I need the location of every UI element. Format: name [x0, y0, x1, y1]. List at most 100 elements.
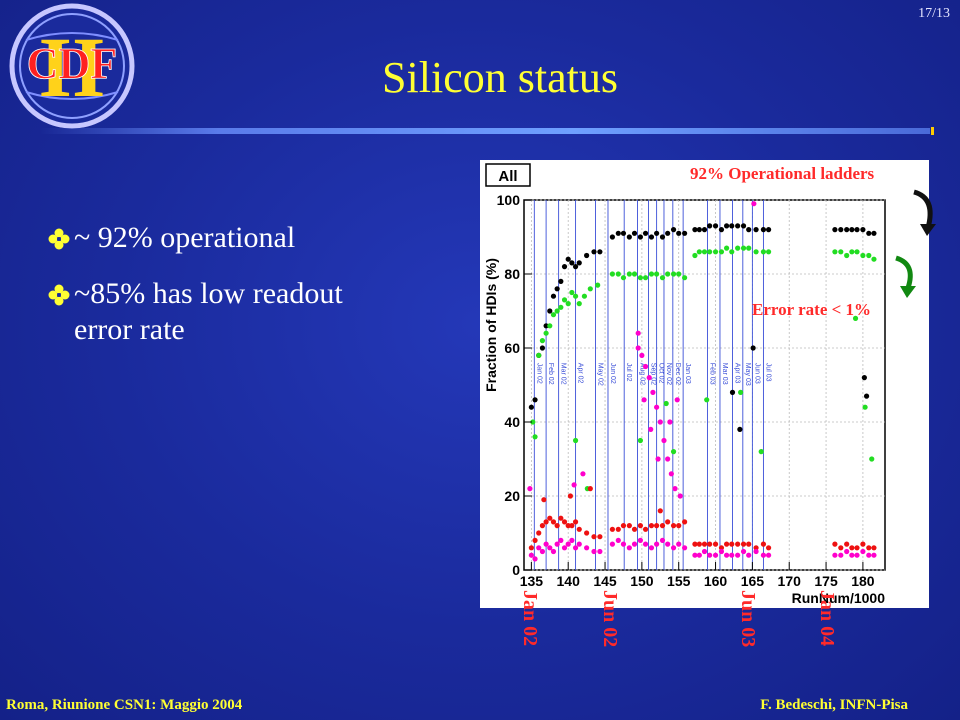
title-divider	[40, 128, 930, 134]
data-point	[554, 286, 560, 292]
data-point	[565, 301, 571, 307]
data-point	[844, 541, 850, 547]
data-point	[729, 249, 735, 255]
data-point	[572, 437, 579, 444]
data-point	[543, 330, 549, 336]
data-point	[735, 245, 741, 251]
data-point	[615, 526, 621, 532]
data-point	[539, 345, 546, 351]
data-point	[648, 545, 655, 551]
data-point	[740, 245, 747, 251]
month-marker-label: Jan 03	[684, 363, 691, 384]
data-point	[670, 271, 677, 277]
x-axis-label: RunNum/1000	[792, 590, 886, 606]
month-marker-label: Dec 02	[674, 363, 681, 385]
data-point	[692, 552, 698, 558]
data-point	[854, 227, 860, 233]
y-tick-label: 60	[504, 340, 520, 356]
data-point	[738, 389, 744, 395]
data-point	[646, 375, 652, 381]
data-point	[631, 526, 638, 532]
data-point	[724, 552, 730, 558]
data-point	[547, 308, 553, 314]
data-point	[620, 275, 627, 281]
data-point	[558, 304, 564, 310]
data-point	[737, 426, 743, 432]
data-point	[665, 519, 671, 525]
data-point	[626, 271, 632, 277]
data-point	[626, 545, 632, 551]
data-point	[746, 245, 752, 251]
data-point	[663, 400, 669, 407]
data-point	[740, 223, 747, 229]
data-point	[696, 541, 702, 547]
data-point	[615, 230, 621, 236]
data-point	[620, 523, 627, 529]
x-tick-label: 140	[557, 573, 581, 589]
data-point	[532, 556, 538, 562]
data-point	[637, 437, 644, 444]
data-point	[718, 545, 725, 551]
bullet-text-continued: error rate	[74, 313, 185, 346]
x-tick-label: 175	[814, 573, 838, 589]
data-point	[554, 541, 560, 547]
month-marker-label: Apr 02	[577, 363, 584, 384]
date-label-jun-02: Jun 02	[599, 590, 621, 648]
data-point	[832, 227, 838, 233]
data-point	[753, 227, 759, 233]
data-point	[862, 404, 868, 410]
data-point	[654, 523, 660, 529]
data-point	[832, 249, 838, 255]
data-point	[849, 227, 855, 233]
data-point	[591, 249, 597, 255]
data-point	[854, 545, 860, 551]
data-point	[597, 534, 603, 540]
data-point	[729, 552, 735, 558]
data-point	[765, 227, 772, 233]
data-point	[854, 552, 860, 558]
data-point	[565, 523, 571, 529]
data-point	[576, 541, 582, 547]
data-point	[724, 245, 730, 251]
data-point	[547, 515, 553, 521]
data-point	[692, 541, 698, 547]
data-point	[676, 230, 682, 236]
data-point	[746, 552, 752, 558]
month-marker-label: Oct 02	[658, 363, 665, 384]
data-point	[838, 545, 844, 551]
all-button-box	[485, 163, 531, 187]
month-marker-label: May 03	[744, 363, 751, 386]
month-marker-label: Jun 02	[609, 363, 616, 384]
data-point	[530, 419, 536, 425]
diamond-bullet-icon	[48, 228, 70, 250]
data-point	[729, 541, 735, 547]
data-point	[639, 352, 645, 358]
data-point	[718, 249, 725, 255]
cdf-logo: II CDF	[9, 3, 135, 129]
month-marker-label: Sep 02	[650, 363, 657, 385]
data-point	[871, 545, 877, 551]
data-point	[746, 541, 752, 547]
all-button-label: All	[498, 168, 517, 185]
data-point	[641, 397, 647, 403]
data-point	[735, 552, 741, 558]
x-tick-label: 170	[778, 573, 802, 589]
data-point	[707, 223, 713, 229]
data-point	[595, 282, 601, 288]
data-point	[760, 541, 767, 547]
data-point	[543, 541, 549, 547]
data-point	[724, 223, 730, 229]
data-point	[751, 201, 757, 207]
data-point	[554, 523, 560, 529]
data-point	[572, 519, 579, 525]
data-point	[659, 523, 666, 529]
month-marker-label: Nov 02	[665, 363, 672, 385]
data-point	[735, 541, 741, 547]
data-point	[620, 541, 627, 547]
data-point	[696, 249, 702, 255]
operational-ladders-label: 92% Operational ladders	[690, 164, 875, 183]
page-number: 17/13	[918, 6, 950, 21]
data-point	[670, 523, 677, 529]
data-point	[609, 526, 616, 532]
data-point	[735, 223, 741, 229]
